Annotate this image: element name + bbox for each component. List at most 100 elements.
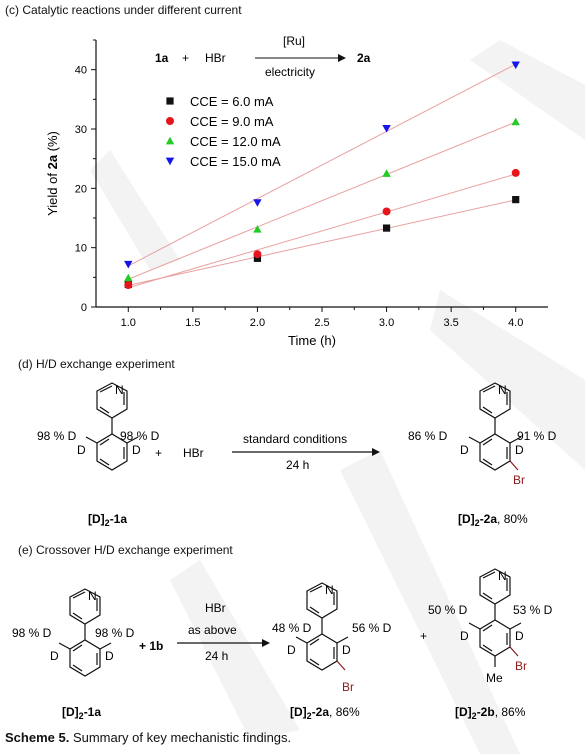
e-p2-me: Me bbox=[486, 671, 503, 685]
e-p1-br: Br bbox=[342, 680, 354, 694]
d-prod-n: N bbox=[498, 383, 507, 397]
chart-fit-lines bbox=[128, 63, 516, 289]
y-tick-label: 20 bbox=[75, 183, 87, 195]
data-point bbox=[253, 199, 262, 207]
data-point bbox=[124, 273, 133, 282]
e-reagent: HBr bbox=[205, 601, 226, 615]
legend-marker bbox=[165, 136, 175, 145]
e-p2-br: Br bbox=[515, 659, 527, 673]
e-p2-benzene-ring bbox=[479, 619, 511, 657]
d-sm-benzene-ring bbox=[96, 433, 128, 471]
e-sm-benzene-ring bbox=[69, 639, 101, 677]
d-prod-pyridine-ring bbox=[479, 382, 511, 419]
inset-below: electricity bbox=[265, 65, 315, 79]
y-tick-label: 40 bbox=[75, 65, 87, 77]
x-axis-label: Time (h) bbox=[288, 333, 336, 348]
e-sm-d-right: D bbox=[105, 649, 114, 663]
e-p1-pct-right: 56 % D bbox=[352, 621, 392, 635]
e-p2-d-right: D bbox=[515, 629, 524, 643]
panel-d-title: (d) H/D exchange experiment bbox=[18, 357, 175, 371]
e-p1-n: N bbox=[325, 583, 334, 597]
e-p1-pct-left: 48 % D bbox=[272, 621, 312, 635]
yield-chart: 1.0 1.5 2.0 2.5 3.0 3.5 4.0 0 10 20 30 40 Time (h) Yi… bbox=[45, 34, 548, 348]
fit-line bbox=[128, 63, 516, 267]
panel-c-title: (c) Catalytic reactions under different … bbox=[5, 3, 242, 17]
legend-label: CCE = 6.0 mA bbox=[190, 94, 274, 109]
y-tick-label: 10 bbox=[75, 243, 87, 255]
caption-label: Scheme 5. bbox=[5, 730, 70, 745]
e-p2-pct-right: 53 % D bbox=[513, 603, 553, 617]
e-p1-pyridine-ring bbox=[306, 582, 338, 619]
d-time: 24 h bbox=[286, 458, 309, 472]
d-conditions: standard conditions bbox=[243, 432, 347, 446]
y-tick-label: 0 bbox=[81, 302, 87, 314]
data-point bbox=[124, 260, 133, 269]
e-plus: + bbox=[420, 629, 427, 643]
legend-label: CCE = 15.0 mA bbox=[190, 154, 281, 169]
inset-reagent: HBr bbox=[205, 51, 226, 65]
d-reagent: HBr bbox=[183, 446, 204, 460]
legend-marker bbox=[165, 157, 175, 166]
e-p1-label: [D]2-2a, 86% bbox=[290, 705, 360, 721]
e-plus-1b: + 1b bbox=[139, 639, 163, 653]
x-tick-label: 3.0 bbox=[379, 317, 394, 329]
e-p1-d-left: D bbox=[287, 643, 296, 657]
d-sm-d-left: D bbox=[77, 443, 86, 457]
e-p1-benzene-ring bbox=[306, 633, 338, 671]
data-point bbox=[253, 225, 262, 233]
d-prod-pct-right: 91 % D bbox=[517, 429, 557, 443]
fit-line bbox=[128, 199, 516, 286]
inset-arrowhead bbox=[338, 54, 346, 62]
legend-label: CCE = 12.0 mA bbox=[190, 134, 281, 149]
data-point bbox=[511, 168, 520, 177]
chart-axes: 1.0 1.5 2.0 2.5 3.0 3.5 4.0 0 10 20 30 40 Time (h) Yi… bbox=[45, 39, 548, 348]
inset-plus: + bbox=[182, 51, 189, 65]
scheme-caption: Scheme 5. Summary of key mechanistic fin… bbox=[5, 730, 291, 745]
legend-label: CCE = 9.0 mA bbox=[190, 114, 274, 129]
e-p2-n: N bbox=[498, 569, 507, 583]
data-point bbox=[512, 196, 520, 204]
d-prod-d-right: D bbox=[515, 443, 524, 457]
e-sm-pct-left: 98 % D bbox=[12, 626, 52, 640]
inset-product: 2a bbox=[357, 51, 371, 65]
data-point bbox=[124, 281, 133, 290]
e-p2-pyridine-ring bbox=[479, 568, 511, 605]
e-sm-n: N bbox=[88, 589, 97, 603]
d-prod-d-left: D bbox=[460, 443, 469, 457]
fit-line bbox=[128, 121, 516, 280]
inset-catalyst: [Ru] bbox=[283, 34, 305, 48]
legend-marker bbox=[166, 97, 174, 105]
data-point bbox=[511, 117, 520, 126]
fit-line bbox=[128, 173, 516, 289]
d-sm-n: N bbox=[115, 383, 124, 397]
y-tick-label: 30 bbox=[75, 124, 87, 136]
panel-e-title: (e) Crossover H/D exchange experiment bbox=[18, 543, 233, 557]
d-prod-br: Br bbox=[513, 473, 525, 487]
data-point bbox=[382, 169, 391, 177]
inset-scheme: 1a + HBr [Ru] electricity 2a bbox=[155, 34, 371, 79]
d-sm-label: [D]2-1a bbox=[88, 512, 127, 528]
e-sm-pct-right: 98 % D bbox=[95, 626, 135, 640]
e-sm-pyridine-ring bbox=[69, 588, 101, 625]
data-point bbox=[382, 207, 391, 216]
d-prod-label: [D]2-2a, 80% bbox=[458, 512, 528, 528]
caption-text: Summary of key mechanistic findings. bbox=[69, 730, 292, 745]
x-tick-label: 2.0 bbox=[250, 317, 265, 329]
data-point bbox=[511, 61, 520, 70]
chart-legend: CCE = 6.0 mA CCE = 9.0 mA CCE = 12.0 mA CCE… bbox=[165, 94, 281, 169]
e-p1-d-right: D bbox=[342, 643, 351, 657]
e-p2-pct-left: 50 % D bbox=[428, 603, 468, 617]
x-tick-label: 2.5 bbox=[314, 317, 329, 329]
x-tick-label: 4.0 bbox=[508, 317, 523, 329]
y-axis-label: Yield of 2a (%) bbox=[45, 131, 60, 216]
x-tick-label: 1.5 bbox=[185, 317, 200, 329]
d-sm-pct-left: 98 % D bbox=[37, 429, 77, 443]
e-p2-label: [D]2-2b, 86% bbox=[455, 705, 526, 721]
inset-reactant: 1a bbox=[155, 51, 169, 65]
legend-marker bbox=[166, 117, 174, 125]
d-sm-d-right: D bbox=[132, 443, 141, 457]
e-time: 24 h bbox=[205, 649, 228, 663]
data-point bbox=[253, 250, 262, 259]
